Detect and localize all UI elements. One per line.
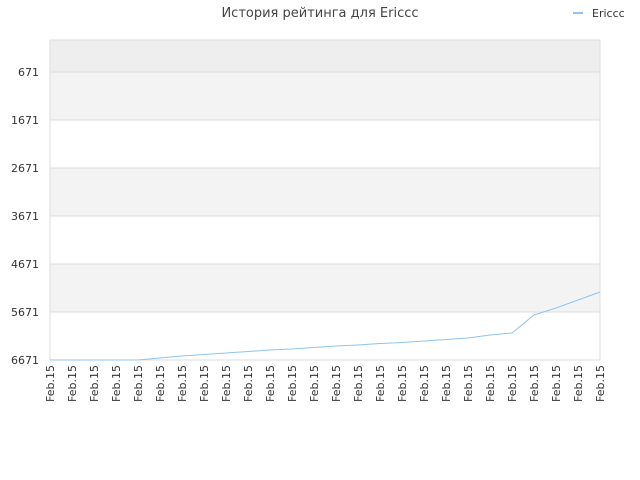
x-tick-label: Feb.15 bbox=[374, 365, 387, 402]
y-tick-label: 6671 bbox=[11, 354, 39, 367]
x-tick-label: Feb.15 bbox=[132, 365, 145, 402]
chart-title: История рейтинга для Ericcc bbox=[221, 6, 418, 21]
x-tick-label: Feb.15 bbox=[242, 365, 255, 402]
plot-band bbox=[50, 312, 600, 360]
x-tick-label: Feb.15 bbox=[286, 365, 299, 402]
x-tick-label: Feb.15 bbox=[264, 365, 277, 402]
x-tick-label: Feb.15 bbox=[44, 365, 57, 402]
y-tick-label: 5671 bbox=[11, 306, 39, 319]
y-tick-label: 1671 bbox=[11, 114, 39, 127]
legend-label: Ericcc bbox=[592, 7, 625, 20]
x-tick-label: Feb.15 bbox=[176, 365, 189, 402]
plot-band bbox=[50, 264, 600, 313]
plot-band bbox=[50, 40, 600, 73]
x-tick-label: Feb.15 bbox=[330, 365, 343, 402]
x-tick-label: Feb.15 bbox=[110, 365, 123, 402]
x-tick-label: Feb.15 bbox=[572, 365, 585, 402]
x-tick-label: Feb.15 bbox=[528, 365, 541, 402]
x-tick-label: Feb.15 bbox=[352, 365, 365, 402]
x-tick-label: Feb.15 bbox=[462, 365, 475, 402]
plot-band bbox=[50, 72, 600, 121]
line-series bbox=[50, 291, 601, 361]
x-tick-label: Feb.15 bbox=[154, 365, 167, 402]
x-tick-label: Feb.15 bbox=[550, 365, 563, 402]
x-tick-label: Feb.15 bbox=[396, 365, 409, 402]
plot-band bbox=[50, 120, 600, 169]
y-tick-label: 4671 bbox=[11, 258, 39, 271]
x-tick-label: Feb.15 bbox=[506, 365, 519, 402]
plot-band bbox=[50, 216, 600, 265]
x-tick-label: Feb.15 bbox=[418, 365, 431, 402]
x-tick-label: Feb.15 bbox=[66, 365, 79, 402]
plot-band bbox=[50, 168, 600, 217]
x-tick-label: Feb.15 bbox=[440, 365, 453, 402]
x-tick-label: Feb.15 bbox=[308, 365, 321, 402]
y-tick-label: 3671 bbox=[11, 210, 39, 223]
x-tick-label: Feb.15 bbox=[220, 365, 233, 402]
x-tick-label: Feb.15 bbox=[594, 365, 607, 402]
x-tick-label: Feb.15 bbox=[484, 365, 497, 402]
y-tick-label: 671 bbox=[18, 66, 39, 79]
x-tick-label: Feb.15 bbox=[198, 365, 211, 402]
y-tick-label: 2671 bbox=[11, 162, 39, 175]
x-tick-label: Feb.15 bbox=[88, 365, 101, 402]
